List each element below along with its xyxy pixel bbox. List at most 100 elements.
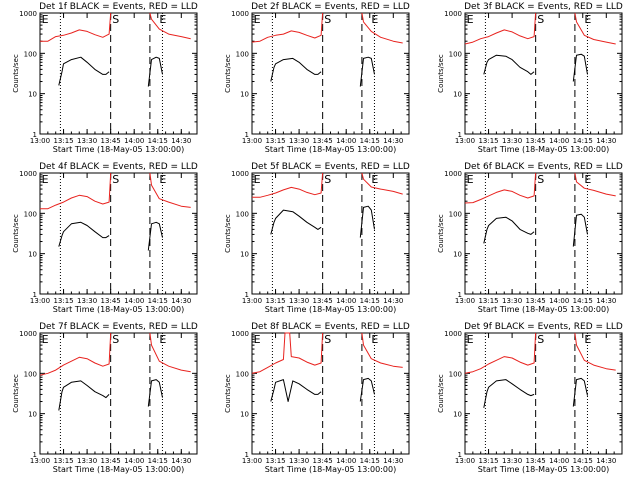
- x-tick-label: 13:15: [265, 457, 285, 465]
- x-tick-label: 13:30: [77, 457, 97, 465]
- y-tick-label: 1000: [19, 330, 37, 338]
- x-tick-label: 13:30: [289, 297, 309, 305]
- y-tick-label: 1: [33, 291, 37, 299]
- x-tick-label: 13:30: [502, 137, 522, 145]
- chart-panel: Det 7f BLACK = Events, RED = LLD 1 10 100 10…: [12, 322, 198, 474]
- phase-annotation: E: [159, 13, 166, 26]
- events-series-line: [572, 377, 588, 407]
- phase-annotation: E: [254, 13, 261, 26]
- x-tick-label: 14:30: [596, 297, 616, 305]
- x-axis-label: Start Time (18-May-05 13:00:00): [53, 465, 184, 474]
- x-tick-label: 14:15: [360, 457, 380, 465]
- x-tick-label: 13:45: [101, 297, 121, 305]
- x-tick-label: 14:30: [171, 457, 191, 465]
- x-tick-label: 14:30: [596, 457, 616, 465]
- x-tick-label: 14:00: [549, 137, 569, 145]
- events-series-line: [483, 54, 535, 75]
- x-tick-label: 14:15: [573, 137, 593, 145]
- y-axis-label: Counts/sec: [437, 54, 445, 93]
- y-tick-label: 10: [28, 411, 37, 419]
- x-tick-label: 14:30: [383, 137, 403, 145]
- chart-panel: Det 9f BLACK = Events, RED = LLD 1 10 100 10…: [437, 322, 623, 474]
- x-tick-label: 14:00: [336, 297, 356, 305]
- y-axis-label: Counts/sec: [12, 54, 20, 93]
- events-series-line: [483, 216, 535, 244]
- phase-annotation: S: [324, 173, 331, 186]
- phase-annotation: E: [371, 333, 378, 346]
- y-tick-label: 10: [453, 251, 462, 259]
- x-tick-label: 13:15: [265, 137, 285, 145]
- y-tick-label: 1000: [19, 170, 37, 178]
- lld-series-line: [361, 332, 403, 368]
- lld-series-line: [574, 12, 616, 45]
- lld-series-line: [252, 172, 324, 198]
- events-series-line: [270, 57, 322, 82]
- chart-title: Det 4f BLACK = Events, RED = LLD: [39, 162, 198, 172]
- chart-panel: Det 6f BLACK = Events, RED = LLD 1 10 100 10…: [437, 162, 623, 314]
- y-axis-label: Counts/sec: [224, 374, 232, 413]
- chart-title: Det 5f BLACK = Events, RED = LLD: [251, 162, 410, 172]
- x-tick-label: 13:15: [478, 457, 498, 465]
- lld-series-line: [464, 332, 537, 374]
- y-axis-label: Counts/sec: [224, 54, 232, 93]
- x-tick-label: 14:00: [549, 297, 569, 305]
- x-tick-label: 13:30: [289, 137, 309, 145]
- events-series-line: [147, 221, 163, 251]
- y-tick-label: 1000: [231, 170, 249, 178]
- x-tick-label: 14:15: [573, 457, 593, 465]
- y-axis-label: Counts/sec: [437, 214, 445, 253]
- lld-series-line: [361, 172, 403, 195]
- x-tick-label: 14:00: [336, 457, 356, 465]
- plot-frame: [251, 172, 410, 295]
- chart-title: Det 2f BLACK = Events, RED = LLD: [251, 2, 410, 12]
- plot-frame: [39, 332, 198, 455]
- y-tick-label: 10: [28, 251, 37, 259]
- x-tick-label: 13:00: [242, 457, 262, 465]
- x-tick-label: 13:15: [53, 457, 73, 465]
- y-tick-label: 100: [236, 50, 249, 58]
- x-tick-label: 14:30: [171, 297, 191, 305]
- x-tick-label: 13:00: [242, 137, 262, 145]
- phase-annotation: S: [112, 13, 119, 26]
- x-tick-label: 13:00: [30, 297, 50, 305]
- x-tick-label: 13:45: [313, 457, 333, 465]
- phase-annotation: E: [584, 13, 591, 26]
- x-tick-label: 14:15: [360, 137, 380, 145]
- chart-title: Det 8f BLACK = Events, RED = LLD: [251, 322, 410, 332]
- x-tick-label: 14:30: [383, 457, 403, 465]
- y-tick-label: 1000: [231, 330, 249, 338]
- y-tick-label: 10: [240, 251, 249, 259]
- x-tick-label: 13:00: [30, 457, 50, 465]
- y-axis-label: Counts/sec: [437, 374, 445, 413]
- phase-annotation: E: [467, 333, 474, 346]
- chart-title: Det 3f BLACK = Events, RED = LLD: [464, 2, 623, 12]
- x-tick-label: 13:30: [502, 297, 522, 305]
- y-tick-label: 1: [245, 291, 249, 299]
- y-tick-label: 1000: [231, 10, 249, 18]
- x-tick-label: 14:00: [336, 137, 356, 145]
- x-tick-label: 13:45: [526, 137, 546, 145]
- y-tick-label: 10: [240, 91, 249, 99]
- phase-annotation: E: [584, 173, 591, 186]
- x-tick-label: 13:30: [289, 457, 309, 465]
- lld-series-line: [251, 12, 324, 43]
- phase-annotation: E: [42, 173, 49, 186]
- y-tick-label: 1: [458, 291, 462, 299]
- x-axis-label: Start Time (18-May-05 13:00:00): [265, 465, 396, 474]
- x-tick-label: 14:15: [148, 457, 168, 465]
- chart-panel: Det 8f BLACK = Events, RED = LLD 1 10 100 10…: [224, 322, 410, 474]
- phase-annotation: E: [254, 173, 261, 186]
- phase-annotation: S: [324, 333, 331, 346]
- x-tick-label: 13:00: [455, 457, 475, 465]
- x-tick-label: 13:45: [101, 137, 121, 145]
- chart-panel: Det 4f BLACK = Events, RED = LLD 1 10 100 10…: [12, 162, 198, 314]
- x-tick-label: 14:00: [124, 457, 144, 465]
- chart-panel: Det 2f BLACK = Events, RED = LLD 1 10 100 10…: [224, 2, 410, 154]
- x-tick-label: 14:15: [148, 137, 168, 145]
- y-tick-label: 10: [453, 411, 462, 419]
- chart-title: Det 7f BLACK = Events, RED = LLD: [39, 322, 198, 332]
- lld-series-line: [40, 12, 112, 42]
- events-series-line: [58, 380, 110, 411]
- y-tick-label: 1: [245, 131, 249, 139]
